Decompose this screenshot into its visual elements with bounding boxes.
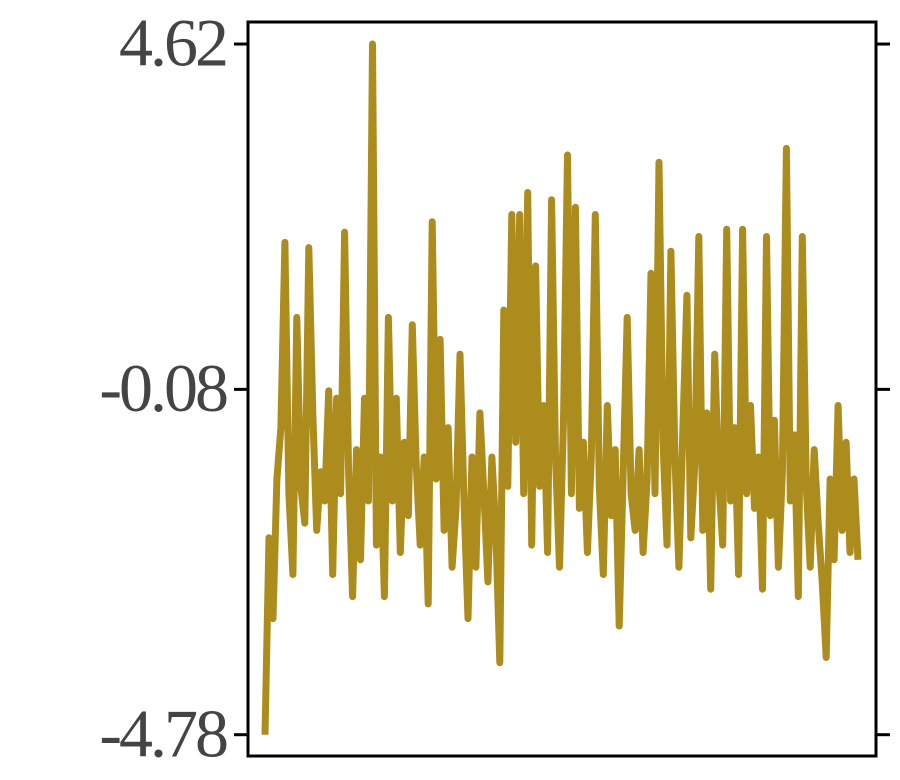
y-tick-label: -4.78	[99, 695, 227, 771]
y-tick-label: 4.62	[119, 5, 226, 81]
data-line	[261, 40, 862, 735]
y-tick-label: -0.08	[99, 350, 227, 426]
